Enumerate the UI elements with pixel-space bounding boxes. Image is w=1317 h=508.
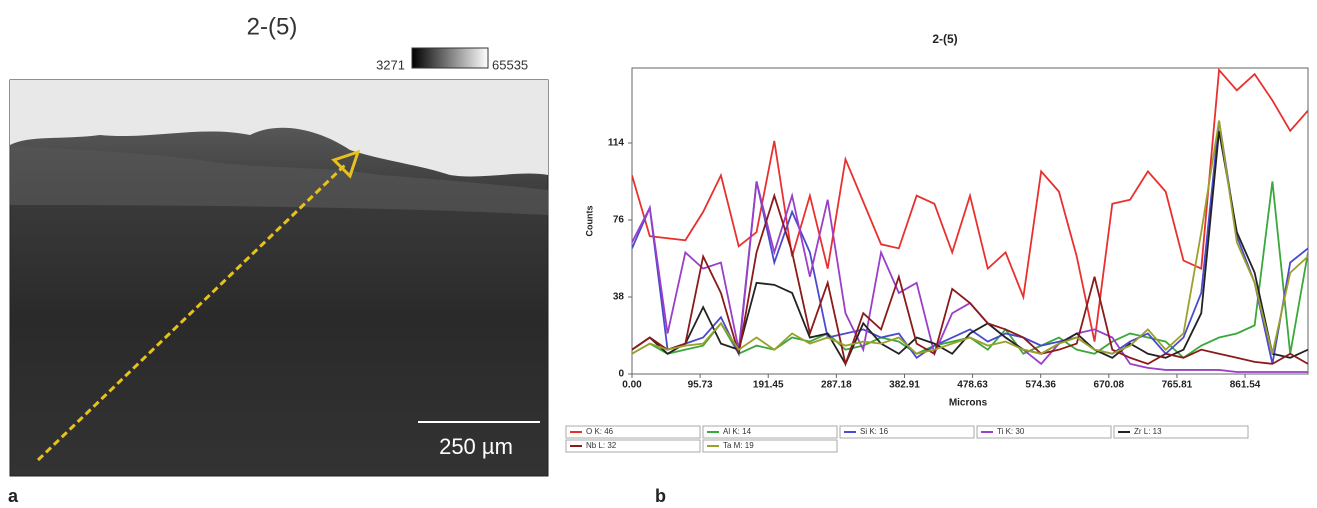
y-axis-label: Counts xyxy=(584,206,594,237)
sem-bright-region xyxy=(10,80,548,177)
scan-arrow xyxy=(331,149,361,179)
x-tick-label: 191.45 xyxy=(753,380,784,391)
x-tick-label: 861.54 xyxy=(1230,380,1261,391)
scale-bar-label: 250 µm xyxy=(439,434,513,459)
sem-layer xyxy=(10,145,548,215)
y-tick-label: 76 xyxy=(613,215,625,226)
series-line xyxy=(632,130,1308,366)
x-tick-label: 574.36 xyxy=(1025,380,1056,391)
x-tick-label: 765.81 xyxy=(1162,380,1193,391)
plot-frame xyxy=(631,67,1309,375)
chart-title: 2-(5) xyxy=(932,32,957,46)
series-line xyxy=(632,120,1308,355)
x-tick-label: 478.63 xyxy=(957,380,988,391)
colorbar-min: 3271 xyxy=(376,57,405,72)
legend-label: Si K: 16 xyxy=(860,427,889,436)
x-tick-label: 0.00 xyxy=(622,380,642,391)
x-axis-label: Microns xyxy=(949,398,988,409)
x-tick-label: 287.18 xyxy=(821,380,852,391)
legend-box xyxy=(1113,425,1249,439)
legend-label: Zr L: 13 xyxy=(1134,427,1162,436)
panel-a-title: 2-(5) xyxy=(247,13,298,40)
legend-box xyxy=(976,425,1112,439)
scan-line xyxy=(36,163,347,462)
legend-box xyxy=(565,439,701,453)
legend-label: Ti K: 30 xyxy=(997,427,1025,436)
panel-label: b xyxy=(655,486,666,506)
legend-label: O K: 46 xyxy=(586,427,614,436)
y-tick-label: 0 xyxy=(618,369,624,380)
x-tick-label: 670.08 xyxy=(1094,380,1125,391)
legend-box xyxy=(839,425,975,439)
panel-label: a xyxy=(8,486,19,506)
legend-label: Al K: 14 xyxy=(723,427,752,436)
colorbar xyxy=(411,47,489,69)
x-tick-label: 382.91 xyxy=(889,380,920,391)
series-line xyxy=(632,68,1308,342)
y-tick-label: 38 xyxy=(613,292,625,303)
legend-box xyxy=(702,425,838,439)
y-tick-label: 114 xyxy=(608,138,625,149)
legend-label: Nb L: 32 xyxy=(586,441,617,450)
legend-label: Ta M: 19 xyxy=(723,441,754,450)
legend-box xyxy=(702,439,838,453)
legend-box xyxy=(565,425,701,439)
colorbar-max: 65535 xyxy=(492,57,528,72)
x-tick-label: 95.73 xyxy=(688,380,713,391)
series-line xyxy=(632,192,1308,368)
